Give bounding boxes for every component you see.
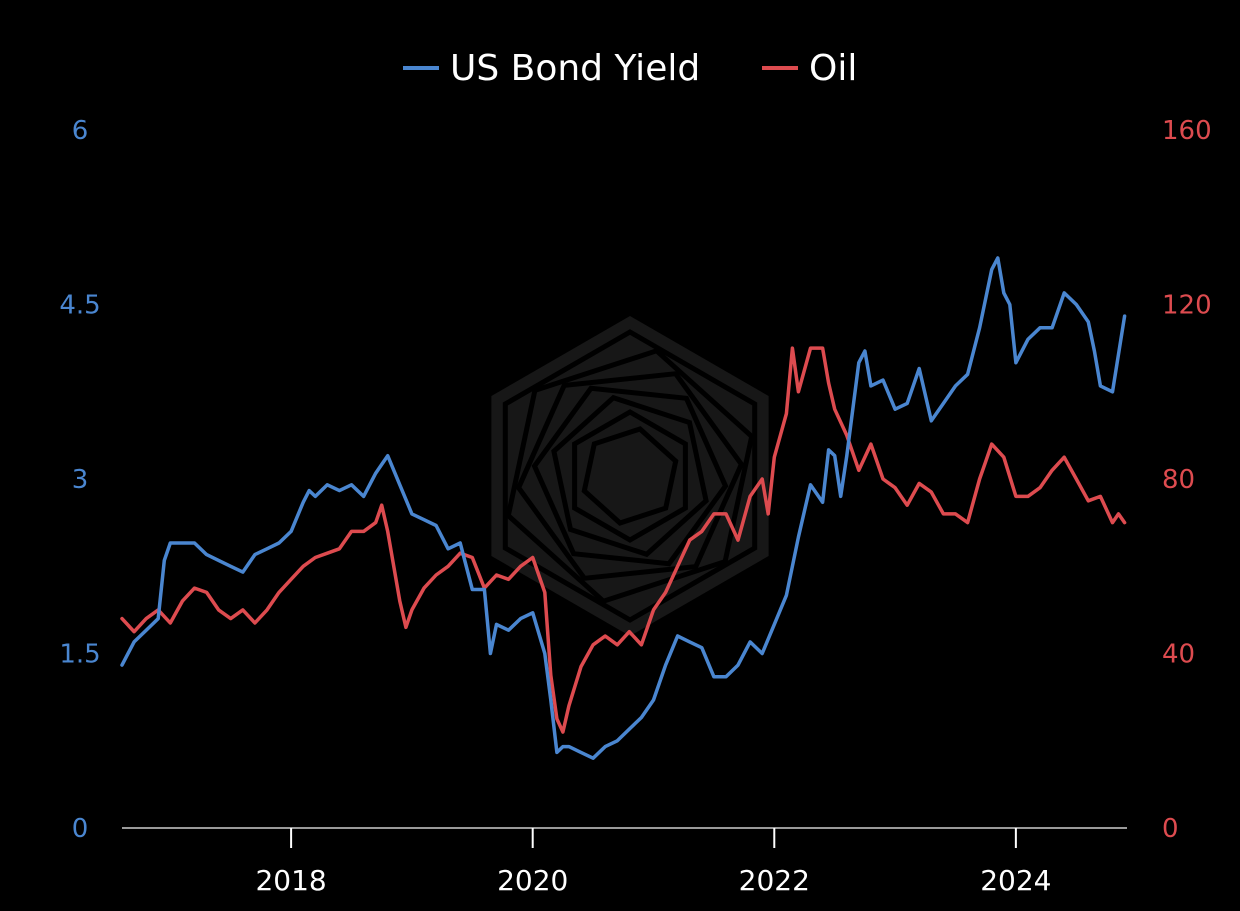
watermark-spiral-ring <box>572 409 688 543</box>
y-left-tick-label: 1.5 <box>59 640 100 670</box>
x-tick-label: 2022 <box>739 864 810 897</box>
watermark-hexagon <box>491 316 769 636</box>
y-left-tick-label: 3 <box>72 465 89 495</box>
watermark-spiral-ring <box>551 394 709 558</box>
y-right-tick-label: 80 <box>1162 465 1195 495</box>
watermark-spiral-ring <box>531 385 729 567</box>
y-left-tick-label: 6 <box>72 116 89 146</box>
y-right-tick-label: 40 <box>1162 640 1195 670</box>
watermark-spiral-ring <box>502 329 758 623</box>
legend-label-us-bond-yield: US Bond Yield <box>450 48 700 89</box>
x-tick-label: 2024 <box>980 864 1051 897</box>
series-line-us-bond-yield <box>120 256 1127 760</box>
x-tick-label: 2020 <box>497 864 568 897</box>
y-left-tick-label: 4.5 <box>59 291 100 321</box>
watermark-spiral-ring <box>581 426 679 526</box>
x-tick-label: 2018 <box>255 864 326 897</box>
axes: 2018 2020 2022 2024 0 1.5 3 4.5 6 0 40 80 120 160 <box>59 116 1211 897</box>
series-line-oil <box>120 346 1127 734</box>
y-right-tick-label: 160 <box>1162 116 1212 146</box>
legend-label-oil: Oil <box>809 48 857 89</box>
legend: US Bond Yield Oil <box>403 48 857 89</box>
y-right-tick-label: 120 <box>1162 291 1212 321</box>
watermark-spiral-ring <box>505 347 755 605</box>
y-right-tick-label: 0 <box>1162 814 1179 844</box>
y-left-tick-label: 0 <box>72 814 89 844</box>
watermark-spiral-ring <box>515 371 745 581</box>
hexagon-spiral-logo-icon <box>491 316 769 636</box>
series-layer <box>120 256 1127 760</box>
